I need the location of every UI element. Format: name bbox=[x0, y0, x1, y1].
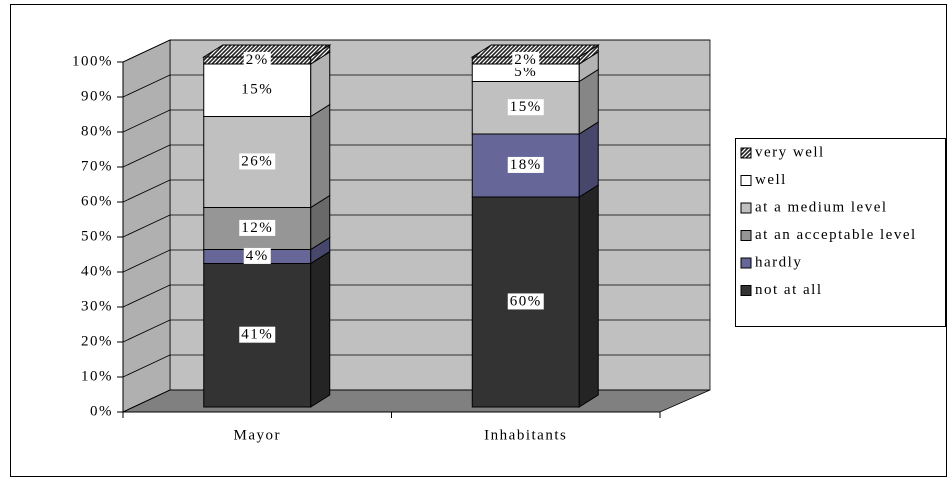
value-label-bg bbox=[512, 64, 540, 81]
value-label: 12% bbox=[241, 220, 273, 236]
grid-line bbox=[122, 109, 171, 133]
value-label: 2% bbox=[246, 52, 269, 68]
value-label-bg bbox=[507, 293, 544, 310]
grid-line bbox=[122, 249, 171, 273]
legend-swatch bbox=[740, 202, 752, 214]
grid-line bbox=[122, 39, 171, 63]
value-label: 2% bbox=[514, 52, 537, 68]
grid-line bbox=[122, 74, 171, 98]
legend-swatch bbox=[740, 175, 752, 186]
y-tick-label: 90% bbox=[81, 88, 113, 104]
legend-label: at a medium level bbox=[755, 199, 888, 215]
value-label-bg bbox=[512, 51, 540, 68]
y-tick-label: 60% bbox=[81, 193, 113, 209]
bar-top bbox=[470, 44, 600, 58]
y-tick-label: 50% bbox=[81, 228, 113, 244]
y-tick-label: 100% bbox=[72, 53, 113, 69]
value-label-bg bbox=[243, 51, 271, 68]
y-tick-label: 20% bbox=[81, 333, 113, 349]
value-label: 4% bbox=[246, 248, 269, 264]
bar-top bbox=[202, 44, 332, 58]
value-label-bg bbox=[239, 153, 276, 170]
x-tick-label: Inhabitants bbox=[484, 427, 567, 443]
legend-label: at an acceptable level bbox=[755, 227, 917, 243]
y-tick-label: 70% bbox=[81, 158, 113, 174]
value-label-bg bbox=[507, 156, 544, 173]
value-label: 15% bbox=[510, 99, 542, 115]
legend-label: not at all bbox=[755, 282, 823, 298]
y-tick-label: 40% bbox=[81, 263, 113, 279]
legend-swatch bbox=[740, 230, 752, 241]
grid-line bbox=[122, 144, 171, 168]
legend-label: very well bbox=[755, 144, 825, 160]
value-label-bg bbox=[239, 326, 276, 343]
bar-side bbox=[310, 103, 331, 209]
value-label-bg bbox=[239, 81, 276, 98]
value-label: 26% bbox=[241, 153, 273, 169]
value-label-bg bbox=[239, 219, 276, 236]
y-tick-label: 30% bbox=[81, 298, 113, 314]
grid-line bbox=[122, 319, 171, 343]
y-tick-label: 0% bbox=[90, 403, 113, 419]
bar-side bbox=[578, 121, 599, 198]
bar-side bbox=[310, 250, 331, 408]
legend-swatch bbox=[740, 285, 752, 296]
grid-line bbox=[122, 354, 171, 378]
grid-line bbox=[122, 389, 171, 413]
value-label: 18% bbox=[510, 157, 542, 173]
value-label: 15% bbox=[241, 82, 273, 98]
y-tick-label: 10% bbox=[81, 368, 113, 384]
legend bbox=[735, 138, 946, 327]
value-label: 41% bbox=[241, 327, 273, 343]
bar-side bbox=[578, 184, 599, 408]
grid-line bbox=[122, 284, 171, 308]
grid-line bbox=[122, 179, 171, 203]
legend-label: well bbox=[755, 172, 787, 188]
value-label-bg bbox=[507, 99, 544, 116]
value-label: 60% bbox=[510, 293, 542, 309]
x-tick-label: Mayor bbox=[234, 427, 282, 443]
legend-swatch bbox=[740, 147, 752, 159]
value-label: 5% bbox=[514, 64, 537, 80]
grid-line bbox=[122, 214, 171, 238]
value-label-bg bbox=[243, 247, 271, 264]
legend-label: hardly bbox=[755, 254, 802, 270]
legend-swatch bbox=[740, 257, 752, 269]
y-tick-label: 80% bbox=[81, 123, 113, 139]
